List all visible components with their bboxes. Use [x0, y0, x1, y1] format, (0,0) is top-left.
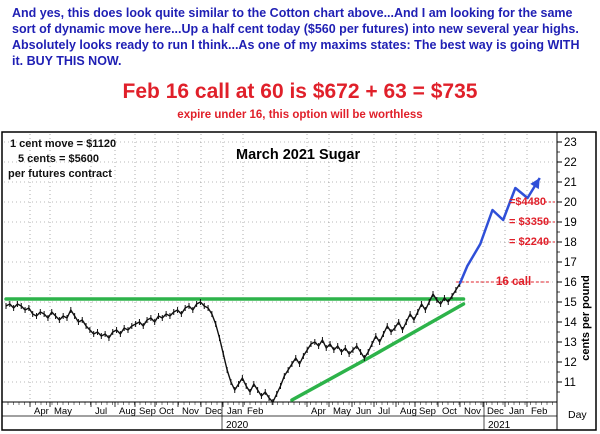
option-subline: expire under 16, this option will be wor…	[177, 109, 423, 121]
x-tick-label: Jan	[227, 406, 242, 417]
chart-frame	[1, 131, 597, 431]
x-tick-label: May	[333, 406, 351, 417]
reference-line-label: 16 call	[496, 276, 531, 288]
x-tick-label: Aug	[400, 406, 417, 417]
y-tick-label: 20	[564, 197, 577, 209]
y-tick-label: 11	[564, 377, 576, 389]
y-tick-label: 14	[564, 317, 577, 329]
price-series-line	[5, 283, 461, 403]
x-tick-label: Jul	[95, 406, 107, 417]
y-tick-label: 15	[564, 297, 577, 309]
note-cent-move: 1 cent move = $1120	[10, 138, 117, 150]
y-tick-label: 17	[564, 257, 577, 269]
x-tick-label: Jun	[356, 406, 371, 417]
x-tick-label: Oct	[159, 406, 174, 417]
x-tick-label: Jul	[378, 406, 390, 417]
x-year-label: 2021	[488, 420, 511, 431]
y-tick-label: 12	[564, 357, 577, 369]
x-tick-label: May	[54, 406, 72, 417]
x-tick-label: Nov	[464, 406, 481, 417]
x-tick-label: Dec	[205, 406, 222, 417]
x-tick-label: Nov	[182, 406, 199, 417]
y-tick-label: 13	[564, 337, 577, 349]
x-tick-label: Oct	[442, 406, 457, 417]
commentary-intro: And yes, this does look quite similar to…	[12, 6, 580, 68]
x-tick-label: Jan	[509, 406, 524, 417]
x-year-label: 2020	[226, 420, 249, 431]
projection-line	[458, 177, 541, 285]
dollar-annotation: = $3350	[509, 216, 549, 228]
x-tick-label: Dec	[487, 406, 504, 417]
y-tick-label: 19	[564, 217, 577, 229]
x-tick-label: Apr	[311, 406, 326, 417]
x-tick-label: Apr	[34, 406, 49, 417]
y-tick-label: 21	[564, 177, 577, 189]
note-five-cents: 5 cents = $5600	[18, 153, 100, 165]
dollar-annotation: = $2240	[509, 236, 549, 248]
y-axis-label: cents per pound	[580, 275, 592, 361]
chart-title: March 2021 Sugar	[236, 147, 360, 163]
trendline-support	[290, 302, 466, 402]
y-tick-label: 16	[564, 277, 577, 289]
x-tick-label: Feb	[247, 406, 263, 417]
x-tick-label: Aug	[119, 406, 136, 417]
x-tick-label: Sep	[419, 406, 436, 417]
x-tick-label: Sep	[139, 406, 156, 417]
x-axis-label: Day	[568, 409, 587, 421]
projection-arrowhead	[530, 178, 540, 190]
x-tick-label: Feb	[531, 406, 547, 417]
dollar-annotation: =$4480	[509, 196, 546, 208]
y-tick-label: 22	[564, 157, 577, 169]
option-headline: Feb 16 call at 60 is $672 + 63 = $735	[122, 80, 478, 103]
note-per-contract: per futures contract	[8, 168, 112, 180]
y-tick-label: 18	[564, 237, 577, 249]
y-tick-label: 23	[564, 137, 577, 149]
